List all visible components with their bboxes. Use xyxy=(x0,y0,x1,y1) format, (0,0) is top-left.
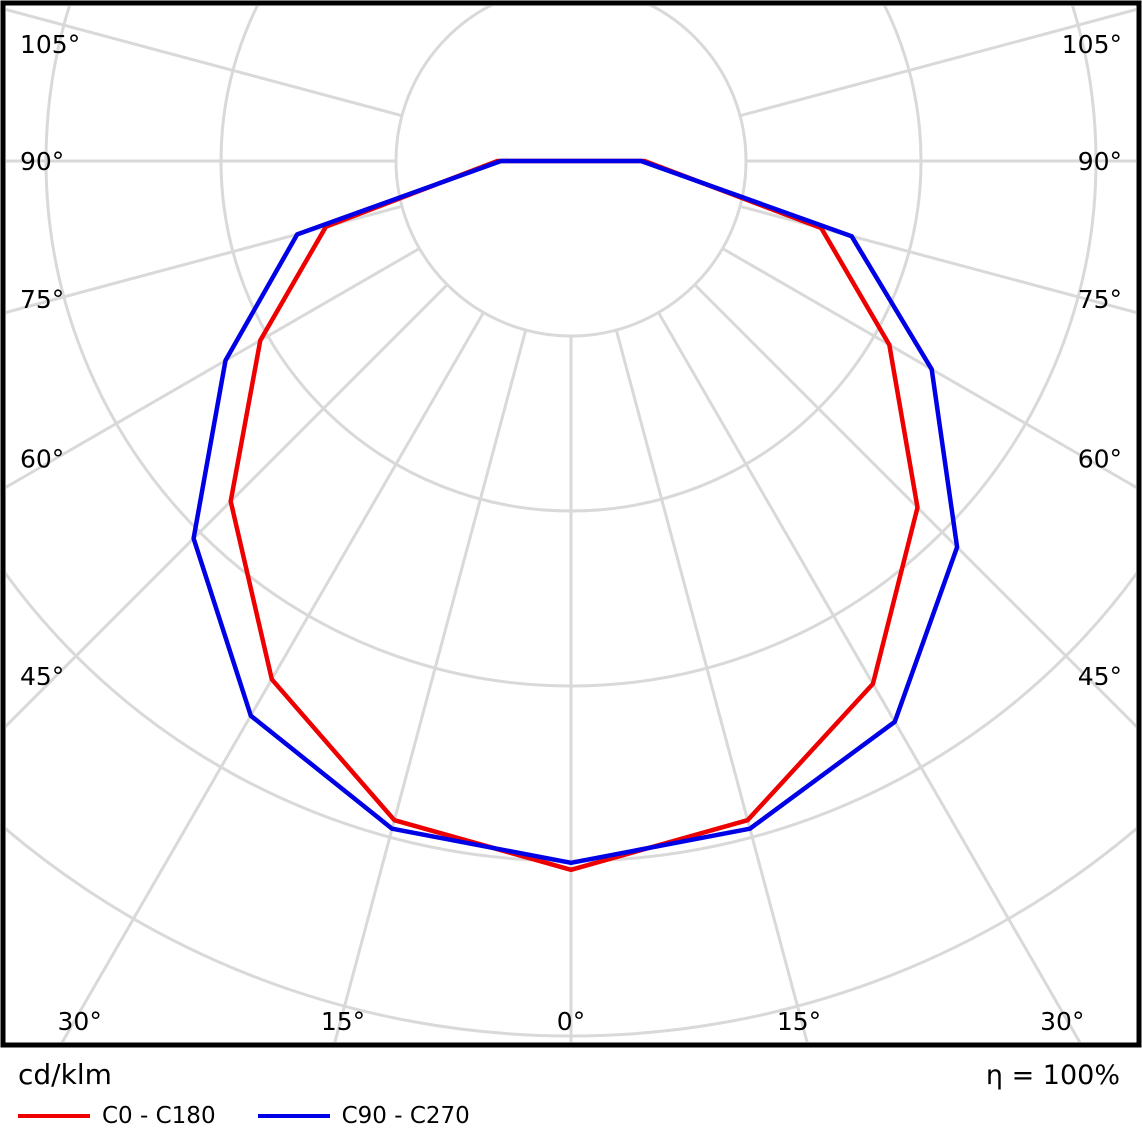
grid-ring xyxy=(394,6,748,338)
angle-label: 45° xyxy=(1078,662,1122,691)
angle-label: 105° xyxy=(1062,30,1122,59)
grid-radial-line xyxy=(721,247,1136,489)
grid-radial-line xyxy=(60,311,485,1042)
grid-radial-line xyxy=(6,204,403,314)
polar-diagram-canvas: 0° 15° 15° 30° 30° 45° 45° 60° 60° 75° 75° 90° 90° 10… xyxy=(0,0,1142,1048)
angle-label: 30° xyxy=(58,1007,102,1036)
angle-label: 15° xyxy=(321,1007,365,1036)
grid-radial-line xyxy=(693,283,1136,729)
angle-label: 60° xyxy=(1078,444,1122,473)
legend-label-c90-c270: C90 - C270 xyxy=(341,1103,470,1129)
angle-label: 105° xyxy=(20,30,80,59)
angle-label: 90° xyxy=(20,147,64,176)
grid-radial-line xyxy=(739,8,1136,118)
angle-label: 0° xyxy=(557,1007,585,1036)
angle-label: 30° xyxy=(1040,1007,1084,1036)
grid-radial-line xyxy=(6,8,403,118)
angle-label: 90° xyxy=(1078,147,1122,176)
grid-radial-line xyxy=(614,329,809,1042)
legend-line-c90-c270 xyxy=(257,1114,330,1118)
footer-top-row: cd/klm η = 100% xyxy=(0,1050,1142,1091)
legend-line-c0-c180 xyxy=(18,1114,90,1118)
grid-radial-line xyxy=(6,247,421,489)
angle-label: 60° xyxy=(20,444,64,473)
angle-label: 75° xyxy=(20,285,64,314)
grid-radial-line xyxy=(333,329,528,1042)
curve-c90-c270 xyxy=(191,158,960,866)
chart-footer: cd/klm η = 100% C0 - C180 C90 - C270 xyxy=(0,1050,1142,1132)
angle-label: 45° xyxy=(20,662,64,691)
angle-label: 75° xyxy=(1078,285,1122,314)
legend-label-c0-c180: C0 - C180 xyxy=(102,1103,216,1129)
plot-border xyxy=(0,0,1142,1048)
grid-radial-line xyxy=(6,283,449,729)
angle-label: 15° xyxy=(777,1007,821,1036)
legend: C0 - C180 C90 - C270 xyxy=(0,1091,1142,1129)
grid-radial-line xyxy=(739,204,1136,314)
curve-c0-c180 xyxy=(228,158,920,873)
grid-radial-line xyxy=(657,311,1082,1042)
units-label: cd/klm xyxy=(18,1058,112,1091)
efficiency-label: η = 100% xyxy=(985,1060,1120,1091)
polar-grid xyxy=(6,6,1136,1042)
